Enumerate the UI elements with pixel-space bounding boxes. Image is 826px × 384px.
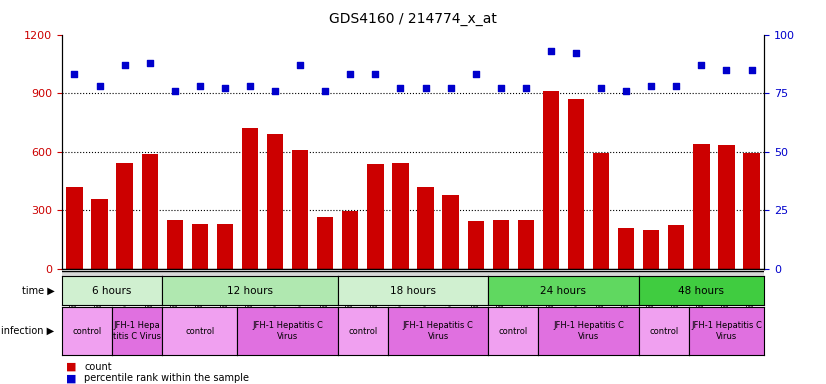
Bar: [66, 187, 83, 269]
Point: [244, 83, 257, 89]
Bar: [492, 220, 509, 269]
Bar: [668, 225, 685, 269]
Bar: [242, 128, 259, 269]
Point: [595, 85, 608, 91]
Point: [444, 85, 458, 91]
Bar: [292, 150, 308, 269]
Point: [368, 71, 382, 78]
Text: count: count: [84, 362, 112, 372]
Bar: [167, 220, 183, 269]
Bar: [593, 153, 610, 269]
Bar: [141, 154, 158, 269]
Point: [469, 71, 482, 78]
Text: percentile rank within the sample: percentile rank within the sample: [84, 373, 249, 383]
Point: [293, 62, 306, 68]
Point: [569, 50, 582, 56]
Bar: [443, 195, 458, 269]
Text: JFH-1 Hepatitis C
Virus: JFH-1 Hepatitis C Virus: [553, 321, 624, 341]
Bar: [317, 217, 334, 269]
Bar: [719, 145, 734, 269]
Text: control: control: [649, 327, 678, 336]
Bar: [567, 99, 584, 269]
Bar: [216, 224, 233, 269]
Point: [68, 71, 81, 78]
Bar: [643, 230, 659, 269]
Point: [268, 88, 282, 94]
Point: [218, 85, 231, 91]
Point: [644, 83, 657, 89]
Point: [169, 88, 182, 94]
Point: [620, 88, 633, 94]
Text: ■: ■: [66, 362, 77, 372]
Text: JFH-1 Hepatitis C
Virus: JFH-1 Hepatitis C Virus: [691, 321, 762, 341]
Point: [719, 67, 733, 73]
Bar: [693, 144, 710, 269]
Bar: [743, 153, 760, 269]
Point: [520, 85, 533, 91]
Bar: [392, 164, 409, 269]
Bar: [116, 164, 133, 269]
Text: 24 hours: 24 hours: [540, 286, 586, 296]
Point: [670, 83, 683, 89]
Bar: [267, 134, 283, 269]
Text: 18 hours: 18 hours: [390, 286, 436, 296]
Bar: [92, 199, 107, 269]
Text: JFH-1 Hepa
titis C Virus: JFH-1 Hepa titis C Virus: [113, 321, 161, 341]
Bar: [342, 211, 358, 269]
Text: infection ▶: infection ▶: [2, 326, 55, 336]
Point: [319, 88, 332, 94]
Text: control: control: [349, 327, 377, 336]
Point: [344, 71, 357, 78]
Text: JFH-1 Hepatitis C
Virus: JFH-1 Hepatitis C Virus: [252, 321, 323, 341]
Bar: [543, 91, 559, 269]
Point: [745, 67, 758, 73]
Text: 12 hours: 12 hours: [227, 286, 273, 296]
Point: [93, 83, 107, 89]
Text: 48 hours: 48 hours: [678, 286, 724, 296]
Text: control: control: [185, 327, 215, 336]
Bar: [368, 164, 383, 269]
Point: [695, 62, 708, 68]
Point: [143, 60, 156, 66]
Text: time ▶: time ▶: [21, 286, 55, 296]
Bar: [618, 228, 634, 269]
Point: [494, 85, 507, 91]
Text: GDS4160 / 214774_x_at: GDS4160 / 214774_x_at: [329, 12, 497, 25]
Text: ■: ■: [66, 373, 77, 383]
Point: [118, 62, 131, 68]
Text: JFH-1 Hepatitis C
Virus: JFH-1 Hepatitis C Virus: [402, 321, 473, 341]
Text: 6 hours: 6 hours: [93, 286, 132, 296]
Point: [544, 48, 558, 54]
Text: control: control: [73, 327, 102, 336]
Bar: [417, 187, 434, 269]
Point: [193, 83, 206, 89]
Bar: [192, 224, 208, 269]
Text: control: control: [499, 327, 528, 336]
Bar: [468, 221, 484, 269]
Point: [419, 85, 432, 91]
Point: [394, 85, 407, 91]
Bar: [518, 220, 534, 269]
